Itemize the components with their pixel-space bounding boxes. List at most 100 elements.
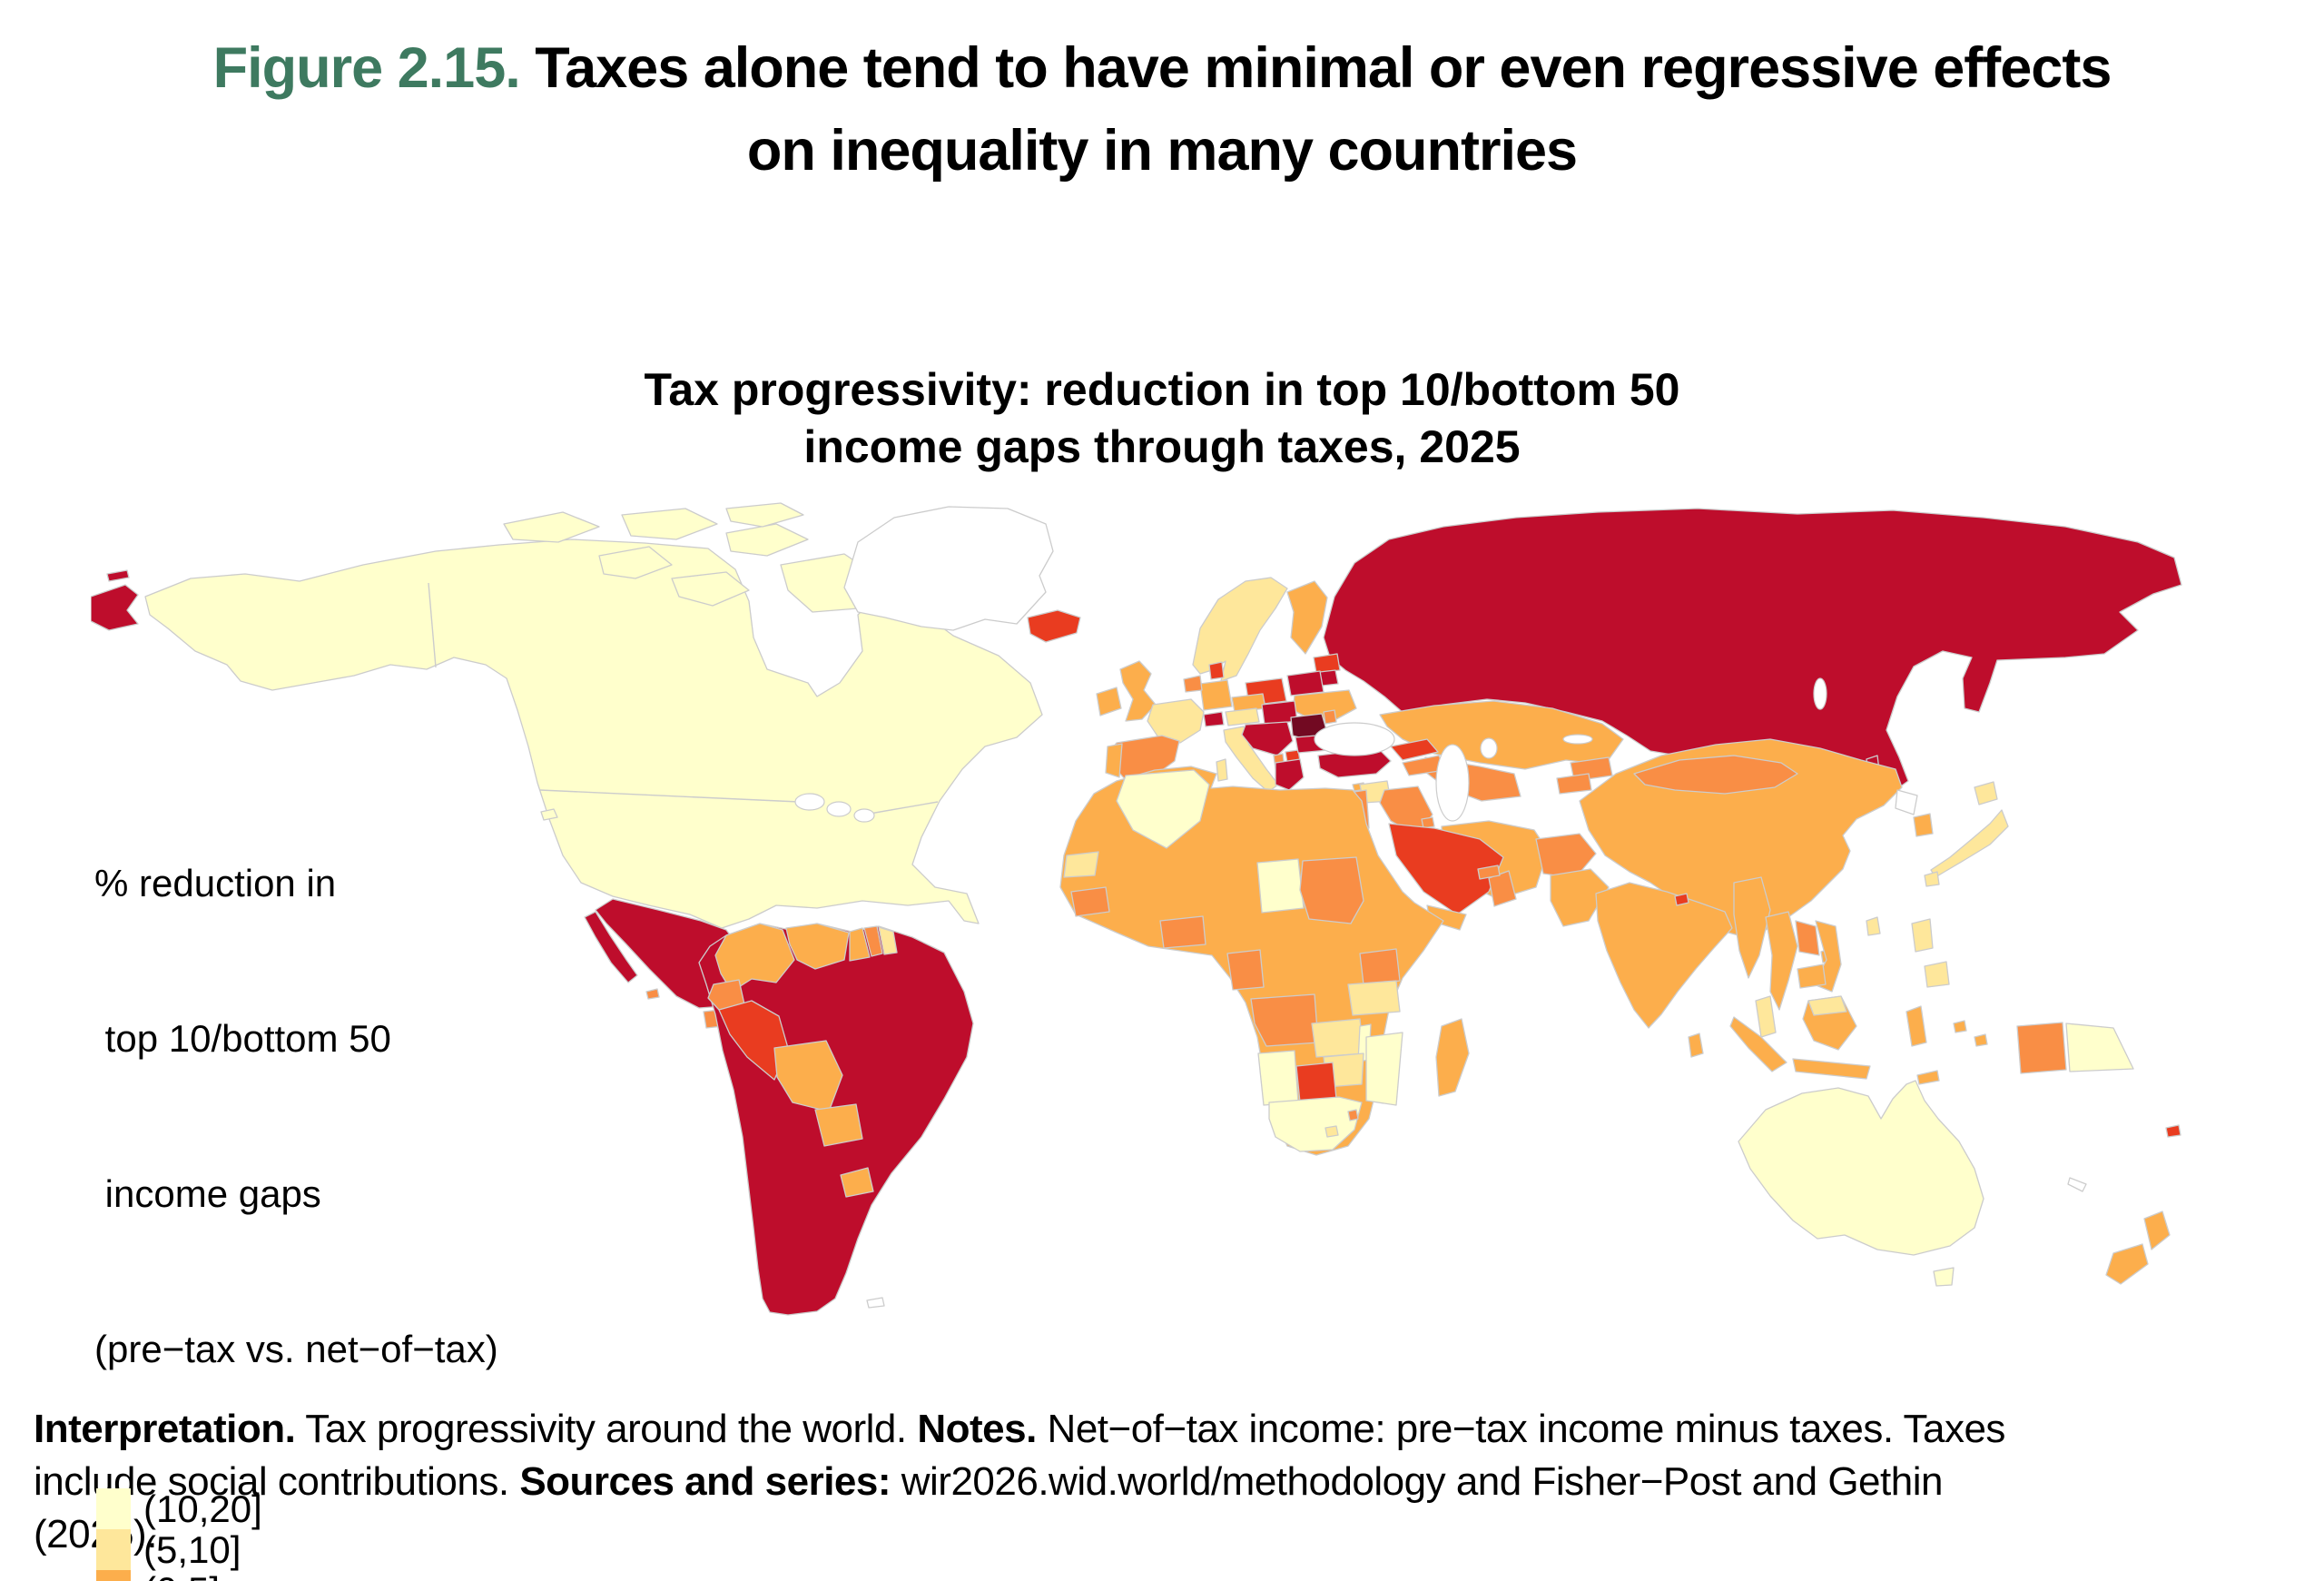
region-colombia [714, 923, 795, 993]
region-paraguay [814, 1103, 863, 1147]
world-map [90, 502, 2182, 1316]
region-sudan [1299, 856, 1364, 924]
legend-title-line: top 10/bottom 50 [94, 1017, 391, 1060]
region-france [1147, 698, 1205, 744]
lake-baikal [1813, 677, 1827, 710]
region-greenland [843, 506, 1054, 631]
region-philippines-mindanao [1924, 961, 1950, 988]
figure-title-line2: on inequality in many countries [746, 118, 1578, 183]
region-sardinia [1216, 758, 1228, 782]
region-java [1792, 1058, 1871, 1080]
region-gabon-congo [1226, 949, 1265, 991]
region-bhutan [1674, 893, 1689, 906]
region-greece [1275, 758, 1305, 791]
region-venezuela [785, 923, 850, 970]
region-kenya [1359, 948, 1401, 985]
footer-text: Net−of−tax income: pre−tax income minus … [1036, 1407, 2006, 1451]
figure-number: Figure 2.15. [212, 36, 521, 100]
region-sumatra [1729, 1016, 1787, 1072]
region-thailand [1765, 911, 1798, 1011]
region-new-guinea-west [2016, 1022, 2067, 1074]
footer-line: include social contributions. Sources an… [34, 1456, 2296, 1508]
region-zambia [1311, 1018, 1364, 1058]
region-moluccas [1953, 1020, 1967, 1033]
footer-bold-label: Interpretation. [34, 1407, 296, 1451]
region-portugal [1105, 743, 1123, 778]
legend-rows: (10,20](5,10](0,5](−5,0](−10,−5](−20,−10… [96, 1487, 498, 1581]
region-mozambique [1365, 1032, 1403, 1106]
region-chukotka [90, 584, 139, 631]
region-estonia-latvia [1313, 653, 1341, 674]
region-tanzania [1347, 980, 1401, 1016]
footer-bold-label: Notes. [917, 1407, 1037, 1451]
legend-title: % reduction in top 10/bottom 50 income g… [94, 754, 498, 1478]
region-chad [1256, 858, 1305, 914]
legend-title-line: (pre−tax vs. net−of−tax) [94, 1328, 498, 1370]
map-title: Tax progressivity: reduction in top 10/b… [0, 361, 2324, 476]
region-arctic-island [725, 523, 809, 557]
region-malay-peninsula [1755, 995, 1777, 1038]
region-hawaii [540, 808, 558, 821]
region-cambodia [1797, 963, 1827, 989]
figure-title-line1: Taxes alone tend to have minimal or even… [535, 36, 2112, 100]
great-lake [826, 801, 852, 817]
region-pakistan [1550, 868, 1610, 927]
region-west-africa [1159, 915, 1206, 949]
region-north-korea [1895, 789, 1918, 815]
region-saudi-arabia [1388, 823, 1504, 915]
region-eswatini [1347, 1109, 1359, 1122]
region-afghanistan [1535, 833, 1597, 879]
region-iceland [1027, 609, 1081, 643]
footer-text: wir2026.wid.world/methodology and Fisher… [891, 1459, 1944, 1504]
legend-swatch [96, 1570, 131, 1581]
footer-line: Interpretation. Tax progressivity around… [34, 1403, 2296, 1456]
region-south-africa [1268, 1096, 1363, 1152]
region-arctic-island [598, 546, 673, 579]
region-falklands [866, 1297, 885, 1309]
legend-title-line: income gaps [94, 1172, 321, 1215]
region-oman [1488, 870, 1517, 907]
footer-line: (2025). [34, 1508, 2296, 1561]
region-timor [1916, 1070, 1940, 1085]
region-australia [1738, 1080, 1984, 1256]
region-tajikistan [1556, 773, 1592, 795]
map-title-line2: income gaps through taxes, 2025 [803, 421, 1521, 472]
map-title-line1: Tax progressivity: reduction in top 10/b… [644, 364, 1680, 415]
region-algeria [1116, 769, 1210, 849]
region-austria [1225, 707, 1260, 726]
region-arctic-island [621, 508, 718, 540]
region-arctic-island [725, 502, 804, 528]
aral-sea [1480, 737, 1498, 759]
region-baja-california [584, 911, 638, 983]
region-arctic-island [671, 571, 750, 607]
legend-item: (0,5] [96, 1569, 498, 1581]
region-moldova [1323, 709, 1337, 725]
region-angola [1250, 993, 1319, 1047]
region-taiwan [1866, 916, 1881, 936]
great-lake [853, 808, 875, 823]
region-sri-lanka [1688, 1033, 1704, 1058]
region-suriname [863, 925, 883, 957]
footer-text: (2025). [34, 1512, 157, 1556]
region-borneo-malaysia [1807, 995, 1847, 1016]
region-botswana [1295, 1062, 1337, 1103]
region-mongolia [1633, 755, 1798, 795]
region-new-caledonia [2067, 1177, 2087, 1192]
region-ireland [1096, 687, 1122, 716]
region-finland [1286, 580, 1328, 655]
world-map-container [90, 501, 2233, 1373]
region-philippines-luzon [1911, 918, 1934, 953]
region-new-zealand-north [2143, 1210, 2171, 1250]
region-japan-kyushu [1924, 871, 1940, 887]
region-fiji [2165, 1124, 2181, 1138]
figure-title: Figure 2.15. Taxes alone tend to have mi… [36, 27, 2288, 192]
footer-notes: Interpretation. Tax progressivity around… [34, 1403, 2296, 1561]
great-lake [794, 793, 825, 811]
region-south-korea [1913, 813, 1934, 837]
lake-balkhash [1562, 734, 1593, 745]
region-moluccas [1974, 1033, 1988, 1047]
legend-swatch [96, 1529, 131, 1570]
region-arctic-island [503, 511, 600, 543]
region-myanmar [1733, 876, 1771, 979]
